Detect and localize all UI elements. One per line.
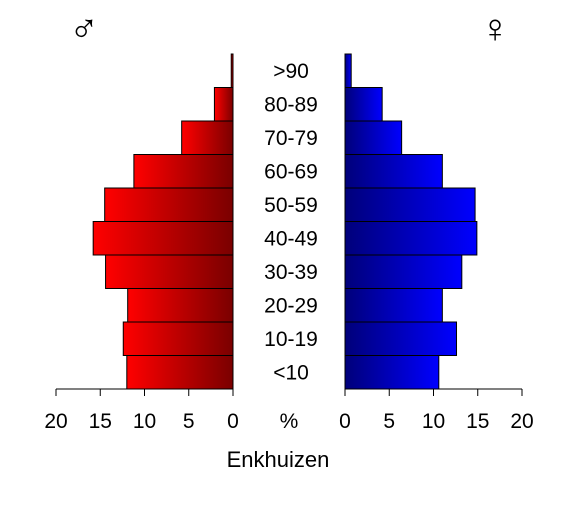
male-bar-2 — [127, 288, 234, 323]
female-bar-5 — [344, 187, 476, 222]
female-x-axis: 0 5 10 15 20 — [339, 388, 534, 433]
female-symbol: ♀ — [480, 7, 510, 51]
male-bar-6 — [133, 154, 234, 189]
male-bar-8 — [213, 87, 234, 122]
male-x-axis: 20 15 10 5 0 — [44, 388, 239, 433]
female-tick-label-0: 0 — [339, 410, 351, 433]
age-group-label-7: 70-79 — [264, 127, 318, 150]
male-bar-7 — [181, 120, 234, 155]
female-bar-9 — [344, 53, 352, 88]
female-bar-7 — [344, 120, 403, 155]
percent-unit-label: % — [280, 410, 299, 433]
female-bar-2 — [344, 288, 443, 323]
male-tick-label-3: 5 — [183, 410, 195, 433]
age-group-label-8: 80-89 — [264, 93, 318, 116]
male-tick-label-2: 10 — [133, 410, 156, 433]
female-tick-label-4: 20 — [510, 410, 533, 433]
age-group-label-9: >90 — [273, 60, 309, 83]
female-bar-1 — [344, 321, 458, 356]
female-bar-4 — [344, 221, 478, 256]
female-bar-6 — [344, 154, 443, 189]
female-bar-0 — [344, 355, 440, 390]
male-bars — [92, 53, 234, 390]
age-group-label-2: 20-29 — [264, 294, 318, 317]
female-tick-label-1: 5 — [383, 410, 395, 433]
age-group-label-5: 50-59 — [264, 194, 318, 217]
female-bars — [344, 53, 478, 390]
female-tick-label-3: 15 — [466, 410, 489, 433]
male-bar-5 — [104, 187, 234, 222]
male-symbol: ♂ — [69, 7, 99, 51]
female-tick-label-2: 10 — [422, 410, 445, 433]
male-tick-label-1: 15 — [89, 410, 112, 433]
male-bar-0 — [126, 355, 234, 390]
male-bar-1 — [122, 321, 234, 356]
age-group-label-1: 10-19 — [264, 328, 318, 351]
x-axis-label: Enkhuizen — [227, 447, 330, 472]
age-group-labels: <10 10-19 20-29 30-39 40-49 50-59 60-69 70-79 80… — [264, 60, 318, 385]
male-bar-9 — [230, 53, 234, 88]
age-group-label-0: <10 — [273, 361, 309, 384]
age-group-label-4: 40-49 — [264, 227, 318, 250]
age-group-label-3: 30-39 — [264, 261, 318, 284]
male-bar-3 — [105, 254, 234, 289]
male-tick-label-4: 0 — [227, 410, 239, 433]
male-tick-label-0: 20 — [44, 410, 67, 433]
female-bar-3 — [344, 254, 463, 289]
age-group-label-6: 60-69 — [264, 160, 318, 183]
male-bar-4 — [92, 221, 234, 256]
female-bar-8 — [344, 87, 383, 122]
